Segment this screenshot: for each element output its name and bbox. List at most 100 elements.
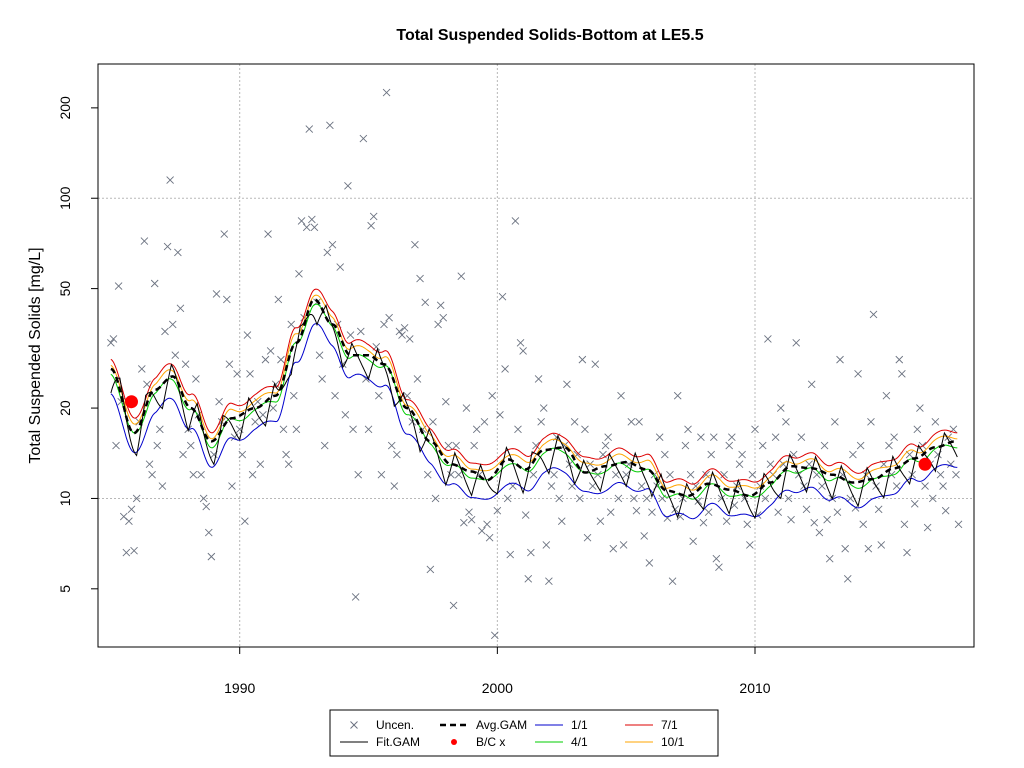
observation-point — [539, 404, 548, 412]
observation-point — [666, 470, 674, 479]
observation-point — [761, 494, 770, 503]
observation-point — [158, 482, 167, 490]
observation-points — [107, 88, 963, 640]
observation-point — [596, 517, 605, 525]
observation-point — [841, 544, 849, 553]
observation-point — [635, 417, 643, 426]
observation-point — [890, 433, 898, 441]
observation-point — [326, 121, 334, 130]
observation-point — [421, 298, 430, 307]
observation-point — [199, 494, 208, 503]
observation-point — [202, 502, 211, 511]
observation-point — [429, 417, 437, 426]
observation-point — [488, 391, 497, 400]
observation-point — [204, 528, 213, 537]
observation-point — [715, 563, 723, 572]
observation-point — [699, 518, 708, 527]
observation-point — [776, 404, 785, 412]
observation-point — [382, 88, 391, 97]
observation-point — [501, 365, 509, 373]
observation-point — [179, 450, 187, 459]
observation-point — [782, 417, 790, 426]
observation-point — [127, 505, 136, 514]
observation-point — [143, 380, 151, 389]
observation-point — [436, 301, 445, 310]
observation-point — [725, 441, 734, 450]
gam-line-avg — [110, 298, 958, 498]
observation-point — [604, 433, 612, 441]
y-tick-label: 5 — [57, 585, 73, 593]
observation-point — [735, 460, 744, 469]
observation-point — [815, 528, 824, 537]
observation-point — [351, 593, 360, 601]
observation-point — [140, 237, 149, 245]
observation-point — [277, 355, 285, 364]
observation-point — [581, 425, 589, 434]
observation-point — [215, 397, 223, 406]
observation-point — [743, 520, 752, 529]
observation-point — [189, 470, 198, 479]
observation-point — [454, 470, 463, 479]
observation-point — [289, 391, 298, 400]
y-axis-label: Total Suspended Solids [mg/L] — [27, 247, 44, 463]
observation-point — [153, 441, 162, 450]
observation-point — [555, 494, 564, 503]
observation-point — [910, 499, 919, 508]
observation-point — [516, 338, 525, 347]
gam-lines — [110, 288, 958, 520]
observation-point — [570, 417, 579, 426]
legend-item: B/C x — [451, 735, 505, 749]
observation-point — [256, 460, 265, 469]
bc-point — [124, 395, 138, 409]
observation-point — [181, 360, 190, 369]
observation-point — [882, 391, 891, 400]
observation-point — [431, 494, 440, 503]
observation-point — [823, 515, 831, 524]
observation-point — [297, 217, 306, 225]
observation-point — [923, 523, 932, 532]
observation-point — [434, 320, 442, 329]
observation-point — [223, 295, 231, 304]
observation-point — [645, 559, 654, 567]
observation-point — [843, 574, 852, 583]
observation-point — [612, 470, 620, 479]
observation-point — [457, 272, 466, 281]
observation-point — [362, 375, 370, 383]
observation-point — [898, 370, 906, 378]
observation-point — [524, 574, 533, 583]
observation-point — [302, 223, 311, 232]
observation-point — [310, 223, 319, 232]
observation-point — [619, 541, 628, 549]
observation-point — [390, 482, 399, 490]
observation-point — [400, 324, 409, 332]
observation-point — [846, 494, 855, 503]
observation-point — [112, 441, 120, 450]
observation-point — [928, 494, 937, 503]
observation-point — [346, 331, 355, 339]
chart-title: Total Suspended Solids-Bottom at LE5.5 — [396, 27, 703, 44]
observation-point — [166, 176, 174, 184]
observation-point — [766, 460, 775, 469]
observation-point — [264, 230, 272, 238]
observation-point — [722, 517, 731, 525]
observation-point — [243, 331, 252, 339]
observation-point — [423, 470, 432, 479]
observation-point — [519, 347, 527, 355]
observation-point — [478, 527, 486, 535]
observation-point — [511, 217, 520, 225]
legend-item: 10/1 — [625, 735, 685, 749]
observation-point — [514, 425, 522, 434]
observation-point — [248, 470, 257, 479]
legend-box — [329, 709, 719, 757]
legend-label: 4/1 — [571, 735, 588, 749]
observation-point — [818, 482, 826, 490]
observation-point — [727, 433, 736, 441]
observation-point — [145, 460, 154, 469]
legend-item: Avg.GAM — [440, 718, 527, 732]
observation-point — [859, 520, 868, 529]
observation-point — [336, 263, 345, 271]
observation-point — [820, 441, 829, 450]
observation-point — [542, 541, 551, 549]
observation-point — [496, 410, 504, 419]
